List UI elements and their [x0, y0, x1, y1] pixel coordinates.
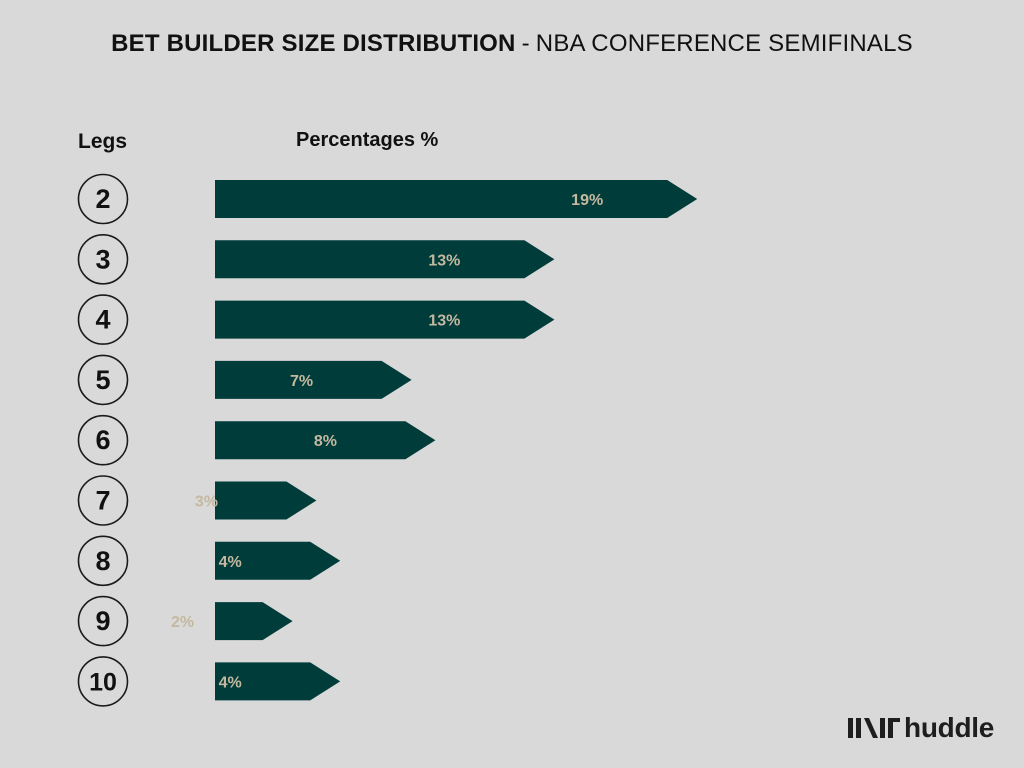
bar-value-label: 7% — [290, 373, 313, 390]
bar-value-label: 13% — [428, 252, 460, 269]
bar — [215, 602, 293, 641]
leg-circle — [77, 656, 129, 707]
leg-label: 6 — [95, 425, 110, 455]
bar-value-label: 4% — [219, 554, 242, 571]
bar-value-label: 4% — [219, 674, 242, 691]
bar — [215, 180, 698, 218]
leg-label: 8 — [95, 546, 110, 576]
leg-circle — [77, 535, 129, 587]
bar-value-label: 3% — [195, 494, 218, 511]
leg-circle — [77, 233, 129, 285]
bar — [215, 541, 341, 580]
leg-circle — [77, 354, 129, 406]
leg-circle — [77, 414, 129, 466]
percentages-axis-label: Percentages % — [296, 129, 439, 151]
leg-circle — [77, 595, 129, 647]
huddle-wordmark: huddle — [904, 712, 994, 743]
bar — [215, 240, 555, 279]
leg-label: 7 — [95, 486, 110, 516]
title-main: BET BUILDER SIZE DISTRIBUTION — [111, 30, 516, 57]
legs-axis-label: Legs — [78, 130, 128, 153]
leg-circle — [77, 475, 129, 526]
huddle-logo-icon — [848, 718, 901, 738]
leg-label: 5 — [95, 365, 110, 395]
leg-label: 4 — [95, 305, 110, 335]
leg-label: 3 — [95, 244, 110, 274]
title-separator: - — [521, 30, 530, 57]
bar-value-label: 2% — [171, 614, 194, 631]
bar-value-label: 8% — [314, 433, 337, 450]
leg-label: 2 — [95, 184, 110, 214]
bar-value-label: 19% — [571, 192, 603, 209]
bar — [215, 421, 436, 460]
leg-circle — [77, 294, 129, 345]
leg-circle — [77, 173, 129, 225]
bar — [215, 300, 555, 339]
title-subtitle: NBA CONFERENCE SEMIFINALS — [535, 30, 913, 57]
leg-label: 10 — [89, 668, 117, 696]
bar — [215, 481, 317, 520]
bar-value-label: 13% — [428, 313, 460, 330]
chart-title: BET BUILDER SIZE DISTRIBUTION - NBA CONFER… — [0, 30, 1024, 58]
leg-label: 9 — [95, 606, 110, 636]
bar — [215, 662, 341, 701]
huddle-logo: huddle — [848, 712, 994, 744]
bar — [215, 360, 412, 399]
